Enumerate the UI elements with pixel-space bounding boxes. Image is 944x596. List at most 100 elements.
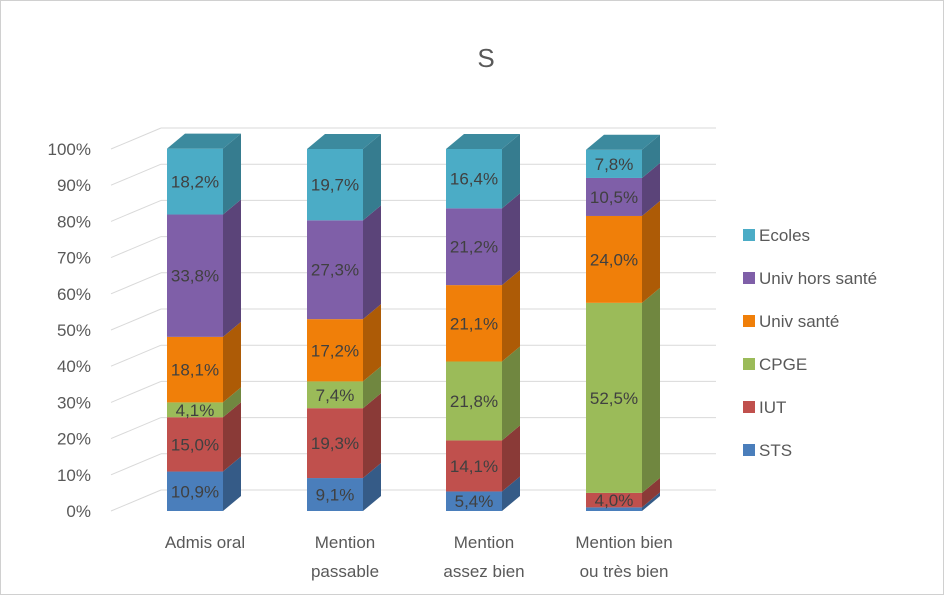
legend-entry: Univ santé xyxy=(743,312,839,331)
bar-segment-front xyxy=(307,220,363,320)
legend-label: CPGE xyxy=(759,355,807,374)
bar-segment-side xyxy=(642,200,660,303)
gridline-depth xyxy=(110,344,162,367)
x-category-label: Admis oral xyxy=(165,533,245,552)
legend-swatch xyxy=(743,315,755,327)
bar-segment-front xyxy=(446,285,502,362)
data-label: 4,1% xyxy=(176,401,215,420)
gridline-depth xyxy=(110,380,162,403)
y-tick-label: 10% xyxy=(57,466,91,485)
bar-top xyxy=(307,134,381,149)
bar-segment-side xyxy=(502,346,520,441)
bar-segment-side xyxy=(223,402,241,472)
legend-label: STS xyxy=(759,441,792,460)
chart-title: S xyxy=(477,43,494,73)
bar-stack: 4,0% 52,5% 24,0% 10,5% 7,8% xyxy=(586,134,660,511)
bar-segment-front xyxy=(586,492,642,508)
bar-stack: 5,4% 14,1% 21,8% 21,1% 21,2% 16,4% xyxy=(446,134,520,511)
y-axis: 0% 10% 20% 30% 40% 50% 60% 70% 80% 90% 100% xyxy=(48,140,91,521)
data-label: 17,2% xyxy=(311,341,359,360)
bar-segment-side xyxy=(363,393,381,479)
bar-segment-side xyxy=(363,463,381,511)
bar-segment-side xyxy=(502,193,520,286)
x-axis: Admis oral Mention passable Mention assez bi… xyxy=(165,533,673,581)
data-label: 21,2% xyxy=(450,238,498,257)
y-tick-label: 40% xyxy=(57,357,91,376)
data-label: 10,5% xyxy=(590,188,638,207)
bar-segment-front xyxy=(167,336,223,403)
legend-swatch xyxy=(743,444,755,456)
bar-segment-front xyxy=(586,302,642,493)
legend-swatch xyxy=(743,229,755,241)
data-label: 9,1% xyxy=(316,486,355,505)
gridline-depth xyxy=(110,199,162,222)
data-label: 21,8% xyxy=(450,392,498,411)
data-label: 21,1% xyxy=(450,314,498,333)
bar-segment-side xyxy=(363,205,381,320)
bar-segment-front xyxy=(586,507,642,511)
bar-top xyxy=(586,134,660,150)
gridline-depth xyxy=(110,127,162,150)
data-label: 16,4% xyxy=(450,170,498,189)
data-label: 33,8% xyxy=(171,267,219,286)
legend-swatch xyxy=(743,272,755,284)
bar-segment-front xyxy=(446,149,502,209)
bar-top xyxy=(446,134,520,149)
bar-segment-front xyxy=(307,381,363,409)
legend-entry: IUT xyxy=(743,398,786,417)
bar-stack: 9,1% 19,3% 7,4% 17,2% 27,3% 19,7% xyxy=(307,134,381,511)
bar-segment-front xyxy=(446,361,502,441)
legend-entry: Ecoles xyxy=(743,226,810,245)
bar-segment-side xyxy=(642,287,660,493)
bar-segment-front xyxy=(167,402,223,418)
bar-segment-side xyxy=(223,387,241,418)
data-label: 52,5% xyxy=(590,389,638,408)
bar-segment-side xyxy=(363,304,381,382)
bar-segment-front xyxy=(307,408,363,479)
bar-segment-front xyxy=(167,214,223,337)
bar-segment-front xyxy=(586,177,642,216)
legend-swatch xyxy=(743,401,755,413)
bar-segment-side xyxy=(223,133,241,215)
legend-label: Univ santé xyxy=(759,312,839,331)
bar-segment-side xyxy=(642,477,660,508)
y-tick-label: 20% xyxy=(57,430,91,449)
bar-segment-front xyxy=(586,149,642,178)
data-label: 18,1% xyxy=(171,361,219,380)
legend-entry: CPGE xyxy=(743,355,807,374)
bar-segment-side xyxy=(642,134,660,178)
gridline-depth xyxy=(110,236,162,259)
legend-label: IUT xyxy=(759,398,786,417)
x-category-label: Mention assez bien xyxy=(443,533,524,581)
bar-segment-front xyxy=(446,440,502,492)
bar-segment-side xyxy=(223,456,241,511)
legend-label: Univ hors santé xyxy=(759,269,877,288)
bar-segment-front xyxy=(307,149,363,221)
gridline-depth xyxy=(110,453,162,476)
bar-segment-front xyxy=(446,208,502,286)
bar-segment-side xyxy=(642,492,660,511)
bar-segment-side xyxy=(642,162,660,216)
bar-segment-front xyxy=(446,491,502,511)
bar-segment-side xyxy=(502,425,520,492)
legend: Ecoles Univ hors santé Univ santé CPGE IUT ST… xyxy=(743,226,877,460)
y-tick-label: 70% xyxy=(57,249,91,268)
y-tick-label: 100% xyxy=(48,140,91,159)
data-label: 27,3% xyxy=(311,261,359,280)
y-tick-label: 60% xyxy=(57,285,91,304)
x-category-label: Mention passable xyxy=(311,533,379,581)
bar-segment-front xyxy=(167,148,223,215)
gridline-depth xyxy=(110,163,162,186)
data-label: 19,3% xyxy=(311,434,359,453)
data-label: 15,0% xyxy=(171,435,219,454)
y-tick-label: 90% xyxy=(57,176,91,195)
data-label: 14,1% xyxy=(450,457,498,476)
bar-segment-side xyxy=(502,270,520,362)
data-label: 19,7% xyxy=(311,176,359,195)
bar-segment-side xyxy=(502,476,520,511)
bar-stack: 10,9% 15,0% 4,1% 18,1% 33,8% 18,2% xyxy=(167,133,241,511)
data-label: 4,0% xyxy=(595,491,634,510)
data-label: 10,9% xyxy=(171,482,219,501)
